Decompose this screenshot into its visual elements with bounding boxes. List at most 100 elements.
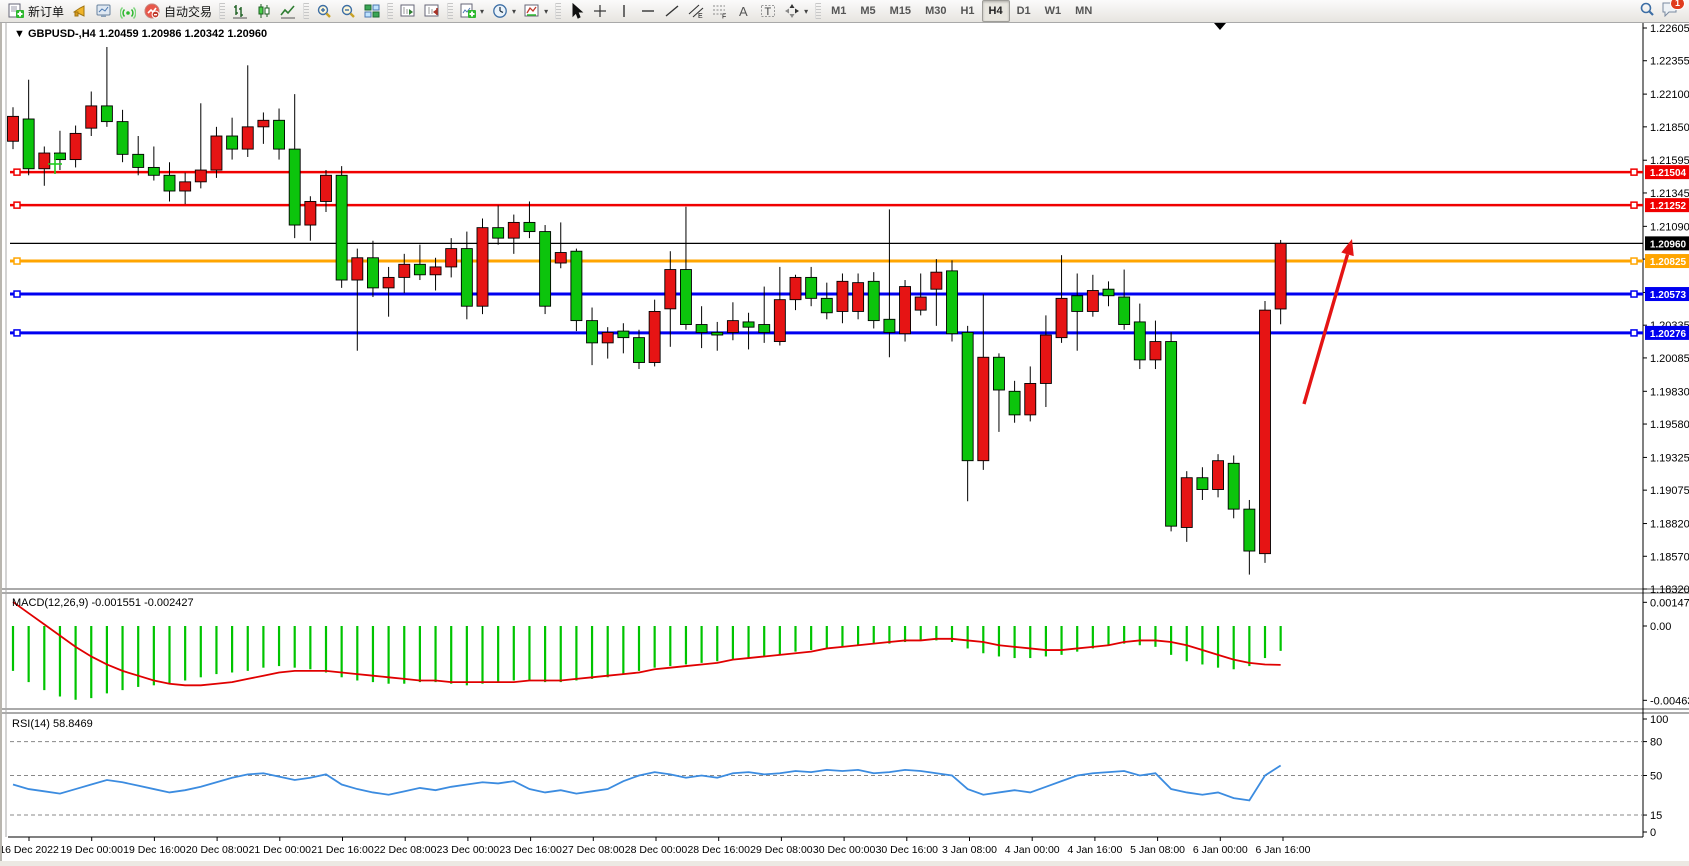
chat-badge: 1 xyxy=(1669,0,1685,10)
chevron-down-icon: ▾ xyxy=(480,6,485,16)
svg-text:30 Dec 00:00: 30 Dec 00:00 xyxy=(813,844,876,856)
svg-text:1.19830: 1.19830 xyxy=(1650,386,1689,398)
tile-windows-icon xyxy=(364,3,380,19)
chart-monitor-button[interactable] xyxy=(92,0,116,22)
profiles-clock-button[interactable]: ▾ xyxy=(488,0,520,22)
timeframe-button-m5[interactable]: M5 xyxy=(860,5,876,17)
svg-text:1.21504: 1.21504 xyxy=(1650,168,1687,179)
timeframe-button-mn[interactable]: MN xyxy=(1075,5,1093,17)
signal-button[interactable] xyxy=(116,0,140,22)
toolbar-separator xyxy=(555,3,562,19)
chart-forward-button[interactable] xyxy=(396,0,420,22)
chart-monitor-icon xyxy=(96,3,112,19)
trend-arrow[interactable] xyxy=(1302,239,1354,405)
macd-label: MACD(12,26,9) -0.001551 -0.002427 xyxy=(12,597,194,609)
chevron-down-icon: ▾ xyxy=(544,6,549,16)
hline-1.20825[interactable] xyxy=(10,257,1643,265)
ohlc-values: 1.20459 1.20986 1.20342 1.20960 xyxy=(99,28,267,40)
text-label-icon: T xyxy=(760,3,776,19)
chevron-down-icon: ▾ xyxy=(804,6,809,16)
svg-text:6 Jan 00:00: 6 Jan 00:00 xyxy=(1193,844,1248,856)
svg-text:-0.004636: -0.004636 xyxy=(1650,695,1689,707)
hline-1.21504[interactable] xyxy=(10,168,1643,176)
hline-1.21252[interactable] xyxy=(10,201,1643,209)
new-order-button[interactable]: 新订单 xyxy=(4,0,68,22)
channel-button[interactable]: E xyxy=(684,0,708,22)
zoom-in-button[interactable] xyxy=(312,0,336,22)
hline-1.20276[interactable] xyxy=(10,329,1643,337)
text-label-button[interactable]: T xyxy=(756,0,780,22)
autotrading-icon xyxy=(144,3,161,19)
svg-text:1.18570: 1.18570 xyxy=(1650,551,1689,563)
line-chart-button[interactable] xyxy=(276,0,300,22)
megaphone-button[interactable] xyxy=(68,0,92,22)
timeframe-button-h4[interactable]: H4 xyxy=(981,0,1010,22)
svg-text:30 Dec 16:00: 30 Dec 16:00 xyxy=(876,844,939,856)
svg-text:4 Jan 16:00: 4 Jan 16:00 xyxy=(1067,844,1122,856)
svg-text:19 Dec 00:00: 19 Dec 00:00 xyxy=(60,844,123,856)
tile-windows-button[interactable] xyxy=(360,0,384,22)
svg-text:21 Dec 16:00: 21 Dec 16:00 xyxy=(311,844,374,856)
ohlc-bars-button[interactable] xyxy=(228,0,252,22)
timeframe-button-m15[interactable]: M15 xyxy=(889,5,912,17)
rsi-line xyxy=(12,764,1282,802)
trendline-button[interactable] xyxy=(660,0,684,22)
indicators-button[interactable]: ▾ xyxy=(520,0,552,22)
chat-button[interactable]: 1 xyxy=(1661,0,1685,22)
horizontal-line-button[interactable] xyxy=(636,0,660,22)
text-icon: A xyxy=(736,3,752,19)
timeframe-button-h1[interactable]: H1 xyxy=(960,5,975,17)
svg-text:29 Dec 08:00: 29 Dec 08:00 xyxy=(750,844,813,856)
toolbar-separator xyxy=(303,3,310,19)
zoom-out-icon xyxy=(340,3,356,19)
new-chart-button[interactable]: ▾ xyxy=(456,0,488,22)
profiles-clock-icon xyxy=(492,3,508,19)
arrows-tool-button[interactable]: ▾ xyxy=(780,0,812,22)
zoom-out-button[interactable] xyxy=(336,0,360,22)
svg-text:1.22355: 1.22355 xyxy=(1650,56,1689,68)
text-button[interactable]: A xyxy=(732,0,756,22)
vertical-line-button[interactable] xyxy=(612,0,636,22)
chart-title: ▼ GBPUSD-,H4 1.20459 1.20986 1.20342 1.2… xyxy=(14,28,267,40)
fibonacci-button[interactable]: F xyxy=(708,0,732,22)
svg-text:23 Dec 16:00: 23 Dec 16:00 xyxy=(499,844,562,856)
svg-text:1.21595: 1.21595 xyxy=(1650,155,1689,167)
svg-text:F: F xyxy=(722,14,726,20)
chart-window[interactable]: 1.22605 1.22355 1.22100 1.21850 1.21595 1.213… xyxy=(0,23,1689,861)
search-icon[interactable] xyxy=(1639,1,1655,22)
svg-text:1.20960: 1.20960 xyxy=(1650,239,1687,250)
crosshair-icon xyxy=(592,3,608,19)
line-chart-icon xyxy=(280,3,296,19)
rsi-panel: 100 80 50 15 0 RSI(14) 58.8469 xyxy=(10,714,1668,839)
time-axis[interactable]: 16 Dec 2022 19 Dec 00:00 19 Dec 16:00 20 De… xyxy=(0,837,1311,856)
svg-text:0: 0 xyxy=(1650,827,1656,839)
chart-frame xyxy=(2,23,1689,838)
cursor-button[interactable] xyxy=(564,0,588,22)
timeframe-button-d1[interactable]: D1 xyxy=(1016,5,1031,17)
price-chart[interactable]: 1.22605 1.22355 1.22100 1.21850 1.21595 1.213… xyxy=(0,23,1689,861)
megaphone-icon xyxy=(72,3,88,19)
svg-text:1.22100: 1.22100 xyxy=(1650,89,1689,101)
svg-text:1.19580: 1.19580 xyxy=(1650,419,1689,431)
scroll-position-marker xyxy=(1214,23,1226,30)
svg-text:1.20573: 1.20573 xyxy=(1650,290,1687,301)
autotrading-button[interactable]: 自动交易 xyxy=(140,0,216,22)
toolbar-separator xyxy=(387,3,394,19)
svg-text:1.19075: 1.19075 xyxy=(1650,485,1689,497)
svg-text:1.20825: 1.20825 xyxy=(1650,257,1687,268)
crosshair-button[interactable] xyxy=(588,0,612,22)
svg-text:50: 50 xyxy=(1650,771,1662,783)
svg-text:22 Dec 08:00: 22 Dec 08:00 xyxy=(374,844,437,856)
timeframe-button-w1[interactable]: W1 xyxy=(1044,5,1062,17)
price-axis[interactable]: 1.22605 1.22355 1.22100 1.21850 1.21595 1.213… xyxy=(1643,23,1689,596)
timeframe-button-m30[interactable]: M30 xyxy=(925,5,947,17)
candlestick-button[interactable] xyxy=(252,0,276,22)
timeframe-button-m1[interactable]: M1 xyxy=(831,5,847,17)
chart-back-button[interactable] xyxy=(420,0,444,22)
ohlc-bars-icon xyxy=(232,3,248,19)
chevron-down-icon: ▾ xyxy=(512,6,517,16)
svg-text:1.20085: 1.20085 xyxy=(1650,353,1689,365)
svg-text:1.21090: 1.21090 xyxy=(1650,221,1689,233)
svg-text:E: E xyxy=(698,13,703,19)
svg-text:28 Dec 00:00: 28 Dec 00:00 xyxy=(625,844,688,856)
